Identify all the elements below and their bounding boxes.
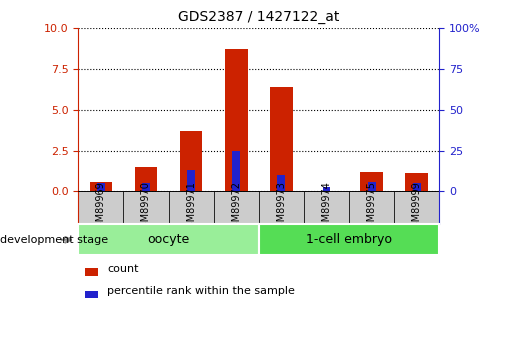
Title: GDS2387 / 1427122_at: GDS2387 / 1427122_at <box>178 10 339 24</box>
Bar <box>187 170 195 191</box>
Bar <box>214 191 259 224</box>
Bar <box>394 191 439 224</box>
Bar <box>180 131 203 191</box>
Bar <box>85 290 98 298</box>
Bar <box>277 175 285 191</box>
Bar <box>232 150 240 191</box>
Text: percentile rank within the sample: percentile rank within the sample <box>107 286 295 296</box>
Text: GSM89999: GSM89999 <box>412 181 422 234</box>
Bar <box>142 183 150 191</box>
Bar <box>123 191 169 224</box>
Bar <box>323 187 330 191</box>
Bar <box>97 183 105 191</box>
Text: GSM89975: GSM89975 <box>367 181 377 234</box>
Bar <box>85 268 98 276</box>
Bar <box>169 191 214 224</box>
Bar <box>89 181 112 191</box>
Bar <box>259 224 439 255</box>
Text: GSM89969: GSM89969 <box>96 181 106 234</box>
Text: count: count <box>107 264 139 274</box>
Bar <box>361 172 383 191</box>
Text: development stage: development stage <box>0 235 108 245</box>
Bar <box>135 167 157 191</box>
Text: GSM89972: GSM89972 <box>231 181 241 234</box>
Bar <box>368 181 376 191</box>
Bar <box>406 174 428 191</box>
Text: GSM89971: GSM89971 <box>186 181 196 234</box>
Text: oocyte: oocyte <box>147 233 190 246</box>
Text: GSM89973: GSM89973 <box>276 181 286 234</box>
Bar <box>78 191 123 224</box>
Text: 1-cell embryo: 1-cell embryo <box>306 233 392 246</box>
Bar <box>304 191 349 224</box>
Bar <box>413 183 421 191</box>
Text: GSM89974: GSM89974 <box>322 181 331 234</box>
Bar <box>270 87 293 191</box>
Text: GSM89970: GSM89970 <box>141 181 151 234</box>
Bar <box>78 224 259 255</box>
Bar <box>225 49 247 191</box>
Bar <box>259 191 304 224</box>
Bar <box>349 191 394 224</box>
